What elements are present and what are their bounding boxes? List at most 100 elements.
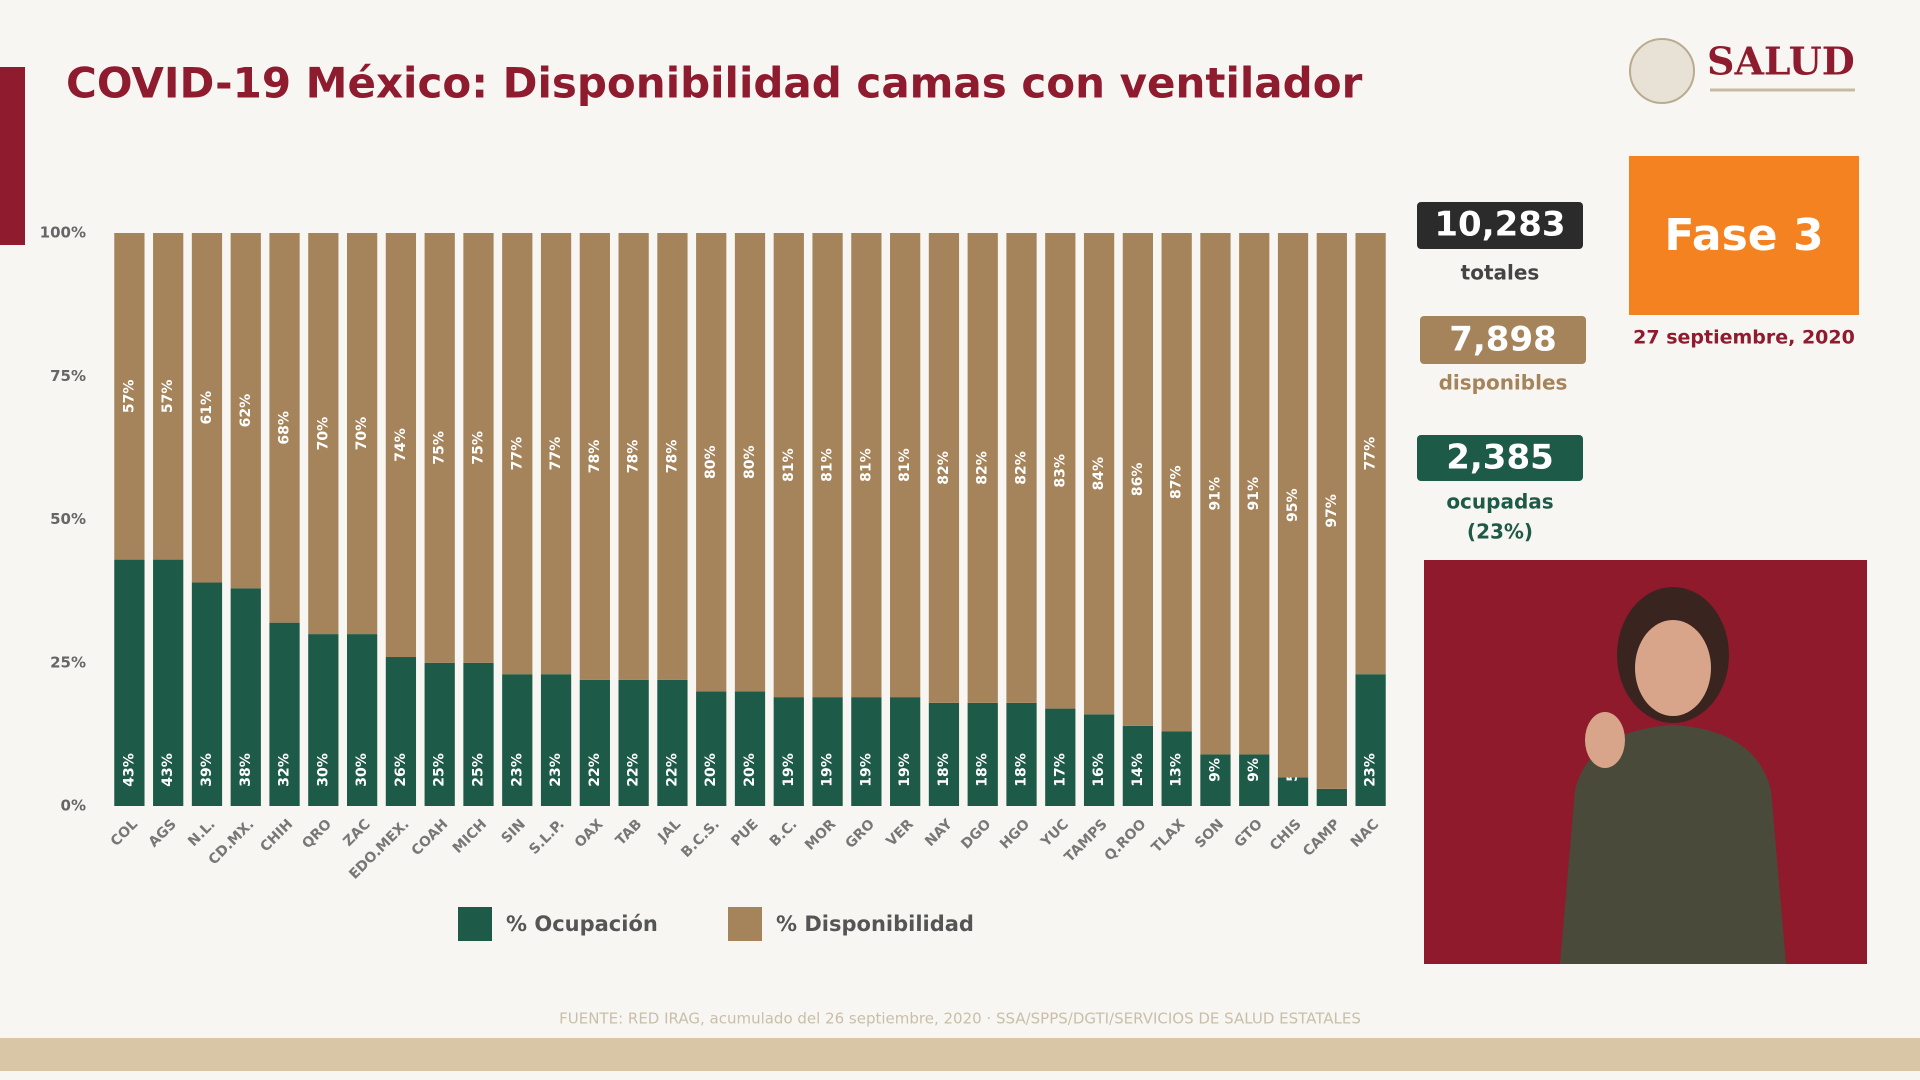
bar-segment <box>1006 702 1037 806</box>
bar-segment <box>1239 233 1270 755</box>
bar-segment <box>269 622 300 806</box>
value-label: 78% <box>664 440 680 474</box>
legend-label: % Ocupación <box>506 912 658 936</box>
value-label: 43% <box>121 753 137 787</box>
value-label: 91% <box>1246 477 1262 511</box>
bar-segment <box>1045 233 1076 709</box>
value-label: 38% <box>238 753 254 787</box>
value-label: 83% <box>1052 454 1068 488</box>
bar-segment <box>1161 233 1192 732</box>
value-label: 77% <box>1363 437 1379 471</box>
value-label: 39% <box>199 753 215 787</box>
value-label: 20% <box>703 753 719 787</box>
bar-segment <box>191 582 223 806</box>
bar-segment <box>1045 708 1076 806</box>
value-label: 16% <box>1091 753 1107 787</box>
value-label: 22% <box>664 753 680 787</box>
value-label: 91% <box>1207 477 1223 511</box>
bar-segment <box>1122 725 1154 806</box>
value-label: 30% <box>354 753 370 787</box>
value-label: 43% <box>160 753 176 787</box>
bar-segment <box>463 662 494 806</box>
bar-segment <box>773 697 804 806</box>
footer-band <box>0 1038 1920 1071</box>
occupied-value: 2,385 <box>1446 438 1554 478</box>
value-label: 81% <box>858 448 874 482</box>
occupied-percent: (23%) <box>1467 520 1533 544</box>
bar-segment <box>191 233 223 583</box>
available-value: 7,898 <box>1449 320 1557 360</box>
hand <box>1585 712 1625 768</box>
logo-seal <box>1629 38 1695 104</box>
totals-label: totales <box>1461 261 1540 285</box>
value-label: 70% <box>354 417 370 451</box>
bar-segment <box>657 233 688 680</box>
accent-bar <box>0 67 25 245</box>
logo: SALUD <box>1629 38 1855 104</box>
totals-box <box>1417 202 1583 249</box>
bar-segment <box>851 697 882 806</box>
y-tick-label: 100% <box>40 224 86 242</box>
bar-segment <box>967 233 998 703</box>
value-label: 17% <box>1052 753 1068 787</box>
bar-segment <box>1355 674 1386 806</box>
bar-segment <box>153 233 184 560</box>
bar-segment <box>1006 233 1037 703</box>
interpreter-video <box>1424 560 1867 964</box>
bar-segment <box>114 233 145 560</box>
value-label: 84% <box>1091 457 1107 491</box>
value-label: 87% <box>1169 465 1185 499</box>
bar-segment <box>1239 754 1270 806</box>
bar-segment <box>1355 233 1386 675</box>
value-label: 9% <box>1246 758 1262 782</box>
occupied-box <box>1417 435 1583 481</box>
bar-segment <box>540 674 572 806</box>
value-label: 19% <box>897 753 913 787</box>
bar-segment <box>579 233 610 680</box>
value-label: 77% <box>509 437 525 471</box>
value-label: 62% <box>238 394 254 428</box>
value-label: 26% <box>393 753 409 787</box>
bar-segment <box>734 691 766 806</box>
bar-segment <box>1161 731 1192 806</box>
value-label: 25% <box>470 753 486 787</box>
y-tick-label: 0% <box>61 797 86 815</box>
value-label: 77% <box>548 437 564 471</box>
value-label: 13% <box>1169 753 1185 787</box>
value-label: 81% <box>897 448 913 482</box>
bar-segment <box>424 662 455 806</box>
bar-segment <box>928 233 960 703</box>
bar-segment <box>890 233 921 698</box>
chart-title: COVID-19 México: Disponibilidad camas co… <box>66 59 1363 108</box>
legend-label: % Disponibilidad <box>776 912 974 936</box>
totals-value: 10,283 <box>1434 205 1565 245</box>
value-label: 75% <box>432 431 448 465</box>
bar-segment <box>1122 233 1154 726</box>
value-label: 9% <box>1207 758 1223 782</box>
value-label: 68% <box>277 411 293 445</box>
value-label: 82% <box>936 451 952 485</box>
value-label: 18% <box>975 753 991 787</box>
bar-segment <box>1200 754 1231 806</box>
bar-segment <box>1277 233 1309 778</box>
phase-box <box>1629 156 1859 315</box>
bar-segment <box>890 697 921 806</box>
bar-segment <box>1083 714 1115 806</box>
value-label: 23% <box>509 753 525 787</box>
bar-segment <box>773 233 804 698</box>
bar-segment <box>346 634 378 806</box>
y-tick-label: 75% <box>50 367 86 385</box>
bar-segment <box>346 233 378 635</box>
value-label: 14% <box>1130 753 1146 787</box>
bar-segment <box>657 679 688 806</box>
y-tick-label: 25% <box>50 653 86 671</box>
legend-swatch <box>728 907 762 941</box>
value-label: 81% <box>781 448 797 482</box>
available-box <box>1420 316 1586 364</box>
value-label: 25% <box>432 753 448 787</box>
bar-segment <box>540 233 572 675</box>
bar-segment <box>269 233 300 623</box>
bar-segment <box>812 233 843 698</box>
